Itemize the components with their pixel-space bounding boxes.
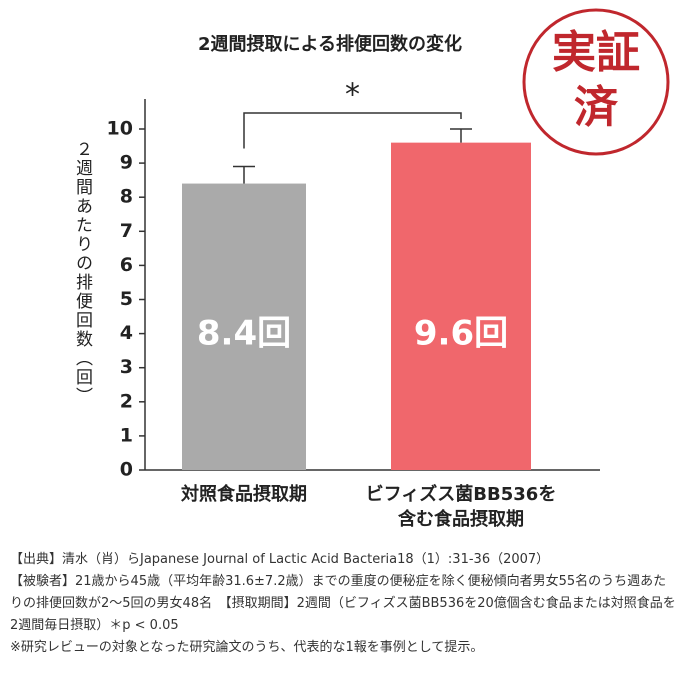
y-tick-label: 0 xyxy=(120,459,133,481)
y-tick-label: 8 xyxy=(120,186,133,208)
x-tick-label: 対照食品摂取期 xyxy=(180,483,307,505)
note: 【被験者】21歳から45歳（平均年齢31.6±7.2歳）までの重度の便秘症を除く… xyxy=(10,574,676,633)
y-tick-label: 1 xyxy=(120,424,133,446)
stamp-text: 実証 xyxy=(552,27,640,78)
y-tick-label: 3 xyxy=(120,356,133,378)
y-tick-label: 2 xyxy=(120,390,133,412)
y-tick-label: 4 xyxy=(120,322,133,344)
significance-bracket xyxy=(243,112,462,149)
chart-title: 2週間摂取による排便回数の変化 xyxy=(198,33,462,55)
y-axis-label: ２週間あたりの排便回数（回） xyxy=(72,140,93,406)
chart: 2週間摂取による排便回数の変化 ２週間あたりの排便回数（回） 実証 済 0 1 2 3… xyxy=(72,8,670,530)
note: ※研究レビューの対象となった研究論文のうち、代表的な1報を事例として提示。 xyxy=(10,640,484,655)
y-tick-label: 10 xyxy=(107,118,133,140)
y-tick-label: 6 xyxy=(120,254,133,276)
bar xyxy=(391,142,531,470)
x-tick-label: ビフィズス菌BB536を含む食品摂取期 xyxy=(366,483,557,530)
value-label: 8.4回 xyxy=(197,314,291,354)
stamp-circle xyxy=(522,8,670,156)
note: 【出典】清水（肖）らJapanese Journal of Lactic Aci… xyxy=(10,552,550,567)
y-tick-label: 9 xyxy=(120,152,133,174)
y-tick-label: 5 xyxy=(120,288,133,310)
notes: 【出典】清水（肖）らJapanese Journal of Lactic Aci… xyxy=(10,549,678,659)
stamp-text: 済 xyxy=(574,82,619,133)
significance-mark: * xyxy=(345,78,360,113)
y-tick-label: 7 xyxy=(120,220,133,242)
value-label: 9.6回 xyxy=(414,314,508,354)
bar xyxy=(182,183,306,470)
